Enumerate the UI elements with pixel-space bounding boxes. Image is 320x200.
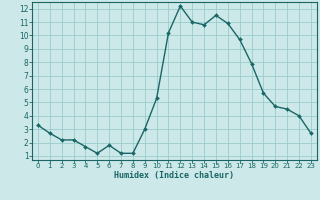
X-axis label: Humidex (Indice chaleur): Humidex (Indice chaleur): [115, 171, 234, 180]
